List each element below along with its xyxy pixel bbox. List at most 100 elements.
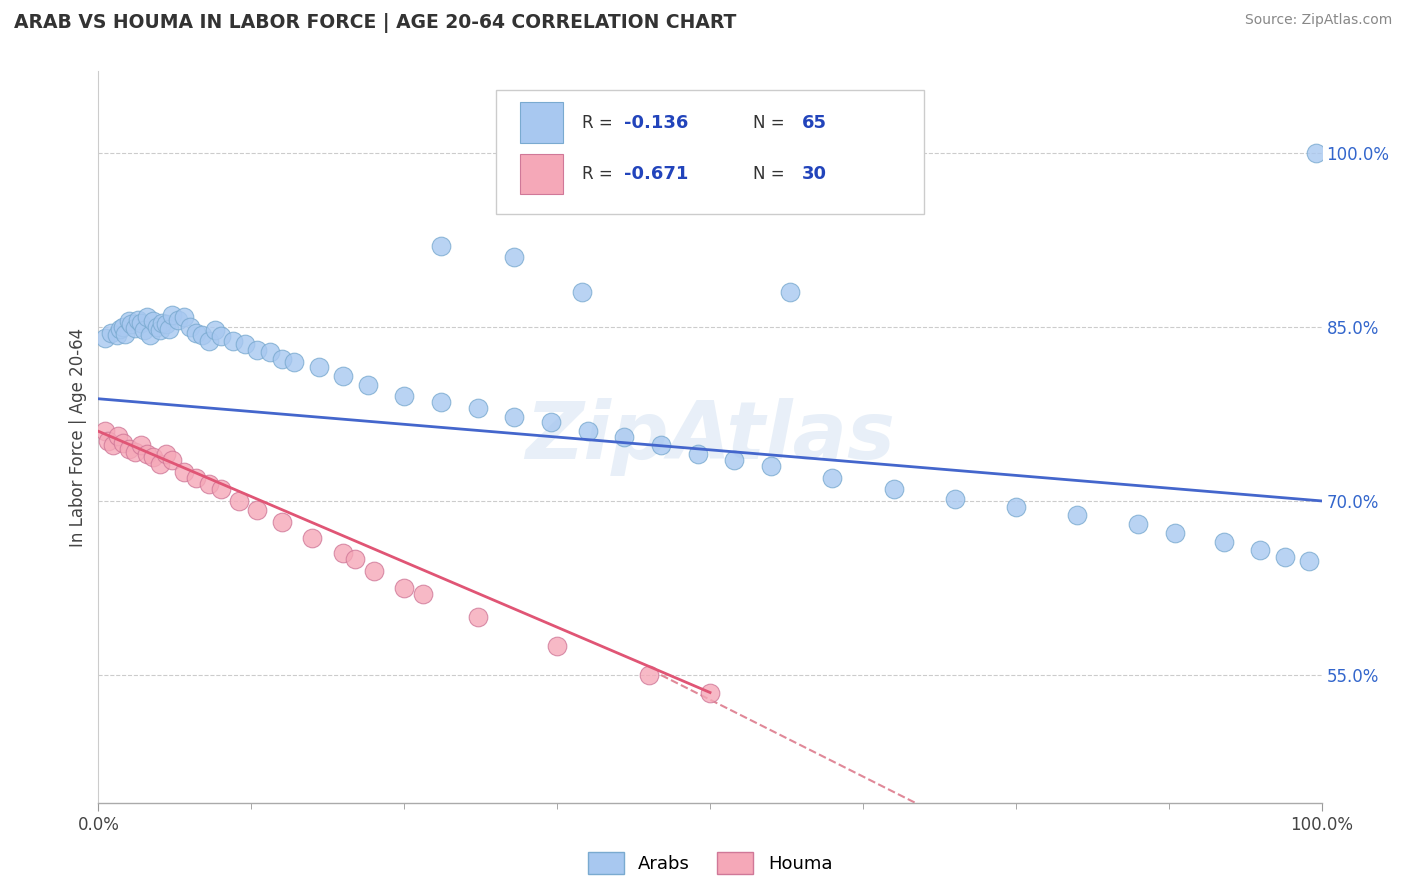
Point: [259, 345, 281, 359]
Point: [127, 313, 149, 327]
Point: [344, 552, 367, 566]
Point: [270, 352, 294, 367]
Point: [197, 476, 219, 491]
Point: [540, 415, 562, 429]
Text: N =: N =: [752, 113, 790, 131]
Point: [638, 668, 661, 682]
Point: [332, 546, 354, 560]
Legend: Arabs, Houma: Arabs, Houma: [581, 845, 839, 881]
Point: [118, 442, 141, 456]
Point: [467, 610, 489, 624]
Point: [139, 327, 162, 342]
Point: [1066, 508, 1088, 522]
Point: [197, 334, 219, 348]
Point: [110, 322, 132, 336]
Point: [503, 410, 526, 425]
Point: [173, 310, 195, 325]
Point: [650, 438, 672, 452]
Point: [157, 322, 180, 336]
Point: [228, 494, 250, 508]
Point: [114, 326, 136, 341]
Point: [111, 436, 134, 450]
Point: [118, 314, 141, 328]
Point: [129, 316, 152, 330]
FancyBboxPatch shape: [496, 90, 924, 214]
Text: -0.136: -0.136: [624, 113, 689, 131]
Point: [149, 457, 172, 471]
Point: [120, 318, 142, 332]
Point: [111, 319, 134, 334]
Point: [943, 491, 966, 506]
Point: [124, 445, 146, 459]
Text: -0.671: -0.671: [624, 165, 689, 183]
Point: [576, 424, 599, 438]
Point: [301, 531, 323, 545]
Text: ARAB VS HOUMA IN LABOR FORCE | AGE 20-64 CORRELATION CHART: ARAB VS HOUMA IN LABOR FORCE | AGE 20-64…: [14, 13, 737, 33]
Point: [1004, 500, 1026, 514]
Point: [363, 564, 385, 578]
Point: [392, 581, 416, 595]
Point: [503, 250, 526, 264]
Point: [1305, 145, 1327, 160]
Point: [155, 318, 177, 332]
Point: [308, 360, 330, 375]
Point: [1249, 542, 1271, 557]
Point: [173, 465, 195, 479]
Text: N =: N =: [752, 165, 790, 183]
Point: [107, 429, 129, 443]
Point: [723, 453, 745, 467]
Point: [146, 319, 169, 334]
Text: Source: ZipAtlas.com: Source: ZipAtlas.com: [1244, 13, 1392, 28]
Point: [222, 334, 245, 348]
Point: [191, 327, 214, 342]
Point: [699, 685, 721, 699]
Point: [779, 285, 801, 299]
Text: ZipAtlas: ZipAtlas: [524, 398, 896, 476]
Text: R =: R =: [582, 113, 617, 131]
Point: [105, 327, 128, 342]
Point: [1274, 549, 1296, 564]
Text: 30: 30: [801, 165, 827, 183]
FancyBboxPatch shape: [520, 103, 564, 143]
Point: [142, 314, 165, 328]
Point: [160, 308, 183, 322]
Point: [430, 395, 453, 409]
Point: [546, 639, 568, 653]
Point: [179, 319, 201, 334]
Point: [613, 430, 636, 444]
Point: [761, 459, 783, 474]
Point: [129, 438, 152, 452]
Point: [100, 326, 122, 340]
Point: [412, 587, 434, 601]
Point: [233, 337, 256, 351]
Point: [332, 368, 354, 383]
Point: [186, 326, 208, 340]
Point: [142, 450, 165, 464]
Point: [356, 377, 378, 392]
Point: [1128, 517, 1150, 532]
Point: [93, 331, 115, 345]
Point: [821, 471, 844, 485]
Point: [132, 323, 155, 337]
Point: [283, 354, 305, 368]
Point: [149, 323, 172, 337]
Point: [209, 483, 232, 497]
Point: [167, 313, 190, 327]
Point: [155, 448, 177, 462]
Point: [1298, 554, 1320, 568]
Point: [1164, 526, 1187, 541]
Point: [270, 515, 294, 529]
Point: [93, 424, 115, 438]
Text: 65: 65: [801, 113, 827, 131]
Point: [1212, 534, 1234, 549]
Point: [101, 438, 124, 452]
Point: [392, 389, 416, 403]
Point: [136, 448, 159, 462]
Point: [883, 483, 905, 497]
Point: [209, 329, 232, 343]
Y-axis label: In Labor Force | Age 20-64: In Labor Force | Age 20-64: [69, 327, 87, 547]
Point: [150, 316, 173, 330]
Point: [186, 471, 208, 485]
Point: [571, 285, 593, 299]
Point: [430, 238, 453, 252]
